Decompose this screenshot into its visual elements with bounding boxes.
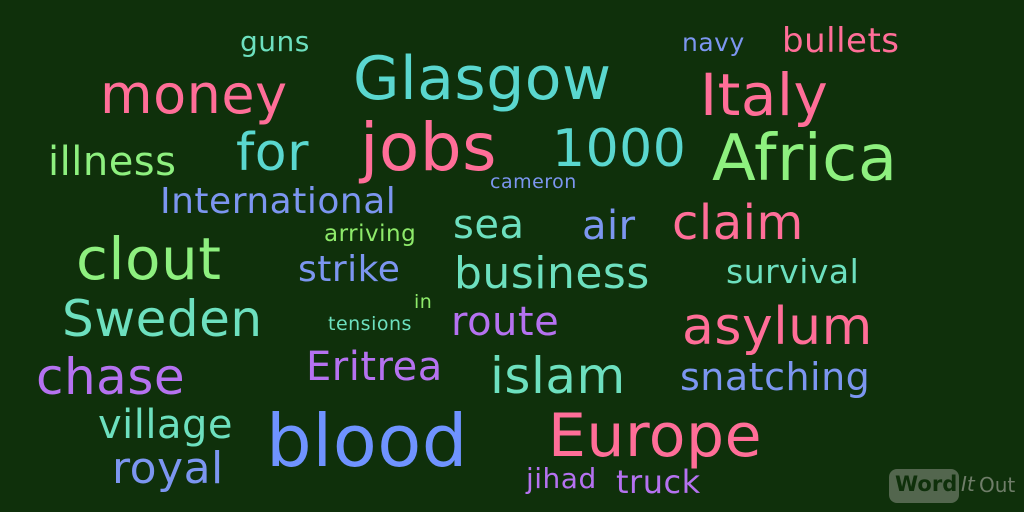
word-eritrea: Eritrea: [306, 344, 443, 390]
word-chase: chase: [36, 348, 186, 406]
word-guns: guns: [240, 25, 310, 58]
word-sea: sea: [453, 202, 525, 248]
word-illness: illness: [48, 139, 177, 185]
logo-word-text: Word: [895, 472, 958, 496]
word-italy: Italy: [700, 61, 829, 129]
word-survival: survival: [726, 252, 860, 291]
word-islam: islam: [490, 347, 626, 405]
logo-it-text: It: [961, 472, 975, 496]
logo-out-text: Out: [979, 473, 1016, 497]
word-jobs: jobs: [360, 109, 497, 186]
word-clout: clout: [76, 225, 222, 293]
word-route: route: [451, 299, 560, 345]
word-bullets: bullets: [782, 21, 900, 61]
word-business: business: [454, 248, 650, 299]
word-blood: blood: [266, 399, 469, 483]
word-arriving: arriving: [324, 221, 417, 247]
word-truck: truck: [616, 463, 701, 501]
word-money: money: [100, 63, 288, 126]
word-strike: strike: [298, 249, 401, 290]
word-snatching: snatching: [680, 355, 871, 399]
word-africa: Africa: [712, 122, 898, 196]
logo-badge: [889, 469, 959, 503]
word-1000: 1000: [552, 119, 687, 179]
wordle-logo: Word It Out: [889, 467, 1017, 507]
word-international: International: [160, 181, 397, 222]
word-in: in: [414, 291, 433, 313]
word-glasgow: Glasgow: [353, 44, 612, 114]
word-navy: navy: [682, 28, 745, 57]
word-for: for: [236, 123, 309, 183]
word-cameron: cameron: [490, 171, 577, 193]
word-royal: royal: [112, 443, 224, 494]
word-europe: Europe: [548, 401, 762, 471]
word-sweden: Sweden: [62, 290, 263, 348]
word-village: village: [98, 402, 234, 448]
word-jihad: jihad: [526, 462, 597, 495]
word-tensions: tensions: [328, 313, 412, 335]
word-air: air: [582, 203, 636, 249]
word-claim: claim: [672, 195, 804, 251]
word-asylum: asylum: [682, 297, 873, 357]
